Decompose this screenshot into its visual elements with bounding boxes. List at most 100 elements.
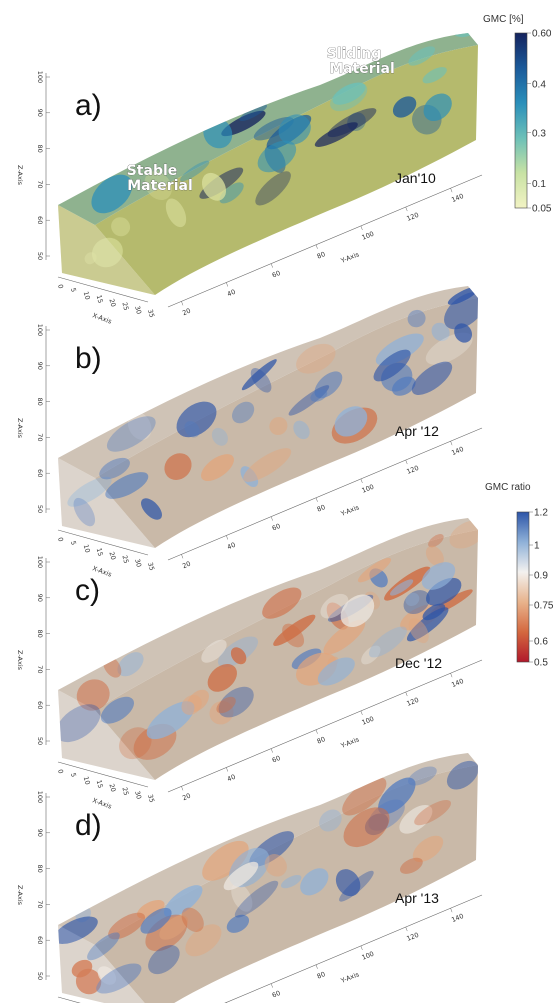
texture-blob [262,587,302,619]
front-face-shade [58,925,145,1003]
y-tick-label: 20 [181,560,192,571]
colorbar-title: GMC ratio [485,482,531,493]
z-tick-label: 50 [36,972,44,980]
texture-blob [273,614,316,646]
y-axis-line [224,894,483,1003]
texture-blob [200,454,235,482]
panel-date: Apr '13 [395,890,439,906]
colorbar-tick-label: 0.5 [534,658,548,669]
texture-blob [234,880,279,918]
y-tick-mark [270,263,273,268]
y-tick-mark [315,244,318,249]
z-tick-label: 60 [36,216,44,224]
texture-blob [257,140,297,173]
texture-blob [300,868,329,896]
y-tick-mark [315,497,318,502]
z-tick-label: 80 [36,144,44,152]
y-axis-label: Y-Axis [339,970,361,985]
texture-blob [148,945,180,975]
texture-blob [314,371,343,399]
y-tick-mark [181,786,184,791]
y-axis-label: Y-Axis [339,503,361,518]
texture-blob [342,777,387,816]
y-tick-mark [450,673,453,678]
y-tick-label: 100 [361,483,376,495]
x-tick-label: 20 [107,551,117,561]
colorbar-tick-label: 0.60 [532,29,552,40]
y-tick-mark [405,206,408,212]
texture-blob [250,368,272,393]
y-tick-label: 140 [450,445,465,457]
y-tick-label: 40 [226,288,237,299]
y-axis-line [167,659,483,793]
x-axis-line [57,996,81,1003]
texture-blob [184,421,200,438]
region-label-1-line2: Material [329,61,395,77]
x-axis-line [57,529,149,556]
z-tick-label: 60 [36,469,44,477]
colorbar-ratio: GMC ratio 1.2 1 0.9 0.75 0.6 0.5 [485,482,554,669]
texture-blob [414,799,452,826]
texture-blob [361,645,381,665]
texture-blob [428,534,444,548]
front-face-shade [58,690,155,780]
texture-blob [201,172,227,201]
texture-blob [230,647,247,665]
texture-blob [176,401,217,438]
texture-blob [201,639,227,663]
y-tick-mark [360,710,363,716]
texture-blob [269,416,288,436]
z-tick-label: 100 [36,791,44,803]
block-top-face [58,33,478,225]
texture-blob [422,67,447,84]
colorbar-tick-label: 0.6 [534,637,548,648]
texture-blob [335,869,361,897]
texture-blob [357,557,392,583]
texture-blob [405,592,420,607]
block-side-face [95,530,478,780]
texture-blob [241,359,277,391]
y-tick-label: 140 [450,192,465,204]
x-tick-label: 0 [56,768,65,774]
z-tick-label: 60 [36,701,44,709]
x-tick-label: 0 [56,536,65,542]
texture-blob [389,579,414,596]
block-side-face [95,45,478,295]
colorbar-tick-label: 0.1 [532,179,546,190]
texture-blob [373,349,411,382]
texture-blob [164,453,192,480]
y-tick-label: 60 [271,754,282,765]
texture-blob [239,104,268,122]
texture-blob [181,694,202,715]
x-tick-label: 0 [56,283,65,289]
texture-blob [165,198,187,228]
y-tick-mark [360,478,363,484]
texture-blob [91,174,133,214]
x-tick-label: 10 [82,291,92,301]
texture-blob [100,696,135,724]
y-tick-mark [181,554,184,559]
texture-blob [119,727,152,760]
y-tick-mark [405,926,408,932]
texture-blob [105,472,149,499]
texture-blob [141,498,162,520]
texture-blob [378,777,416,815]
texture-blob [293,420,310,440]
z-axis-label: Z-Axis [16,418,24,439]
colorbar-title: GMC [%] [483,14,524,25]
texture-blob [117,652,144,677]
texture-blob [111,217,131,237]
colorbar-tick-label: 1 [534,541,540,552]
x-tick-label: 15 [95,547,105,557]
texture-blob [407,309,426,328]
texture-blob [211,427,228,446]
texture-blob [99,457,130,480]
y-tick-label: 80 [316,735,327,746]
texture-blob [412,835,444,863]
texture-blob [58,704,101,743]
y-tick-mark [270,516,273,521]
texture-blob [314,122,358,147]
texture-blob [216,696,236,714]
